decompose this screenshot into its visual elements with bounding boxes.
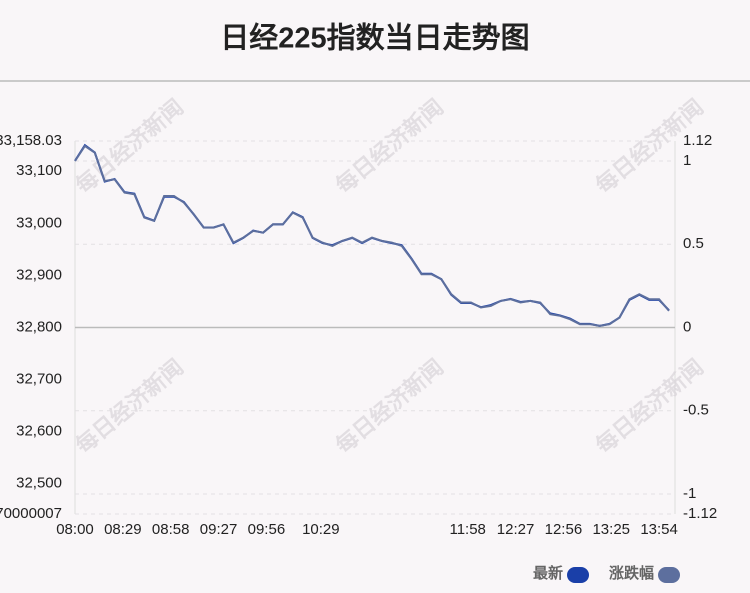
y2-tick-label: -1 [683, 485, 696, 502]
chart-title: 日经225指数当日走势图 [220, 21, 529, 55]
x-tick-label: 12:27 [497, 521, 535, 538]
y2-tick-label: 1 [683, 152, 691, 169]
y2-tick-label: 0 [683, 318, 691, 335]
y-tick-label: 33,100 [16, 162, 62, 179]
y-tick-label: 32,700 [16, 371, 62, 388]
x-tick-label: 13:25 [592, 521, 630, 538]
watermark: 每日经济新闻 [71, 354, 188, 458]
watermark: 每日经济新闻 [331, 354, 448, 458]
legend-label: 涨跌幅 [609, 564, 654, 582]
y2-tick-label: -0.5 [683, 402, 709, 419]
y2-tick-label: 1.12 [683, 132, 712, 149]
legend-label: 最新 [533, 564, 563, 582]
watermark: 每日经济新闻 [331, 94, 448, 198]
y2-tick-label: 0.5 [683, 235, 704, 252]
y-tick-label: 32,900 [16, 266, 62, 283]
x-tick-label: 13:54 [640, 521, 678, 538]
y-tick-label: 32,441.970000007 [0, 505, 62, 522]
series-line [74, 144, 670, 327]
x-tick-label: 12:56 [545, 521, 583, 538]
legend-swatch [567, 567, 590, 583]
y-tick-label: 33,000 [16, 214, 62, 231]
y-tick-label: 32,800 [16, 318, 62, 335]
legend-swatch [658, 567, 681, 583]
y-tick-label: 32,500 [16, 475, 62, 492]
x-tick-label: 11:58 [449, 521, 485, 538]
x-tick-label: 08:58 [152, 521, 190, 538]
x-tick-label: 10:29 [302, 521, 340, 538]
x-tick-label: 08:29 [104, 521, 142, 538]
x-tick-label: 09:27 [200, 521, 238, 538]
y-tick-label: 32,600 [16, 423, 62, 440]
y2-tick-label: -1.12 [683, 505, 717, 522]
y-tick-label: 33,158.03 [0, 132, 62, 149]
x-tick-label: 09:56 [248, 521, 286, 538]
watermark: 每日经济新闻 [71, 94, 188, 198]
x-tick-label: 08:00 [56, 521, 94, 538]
